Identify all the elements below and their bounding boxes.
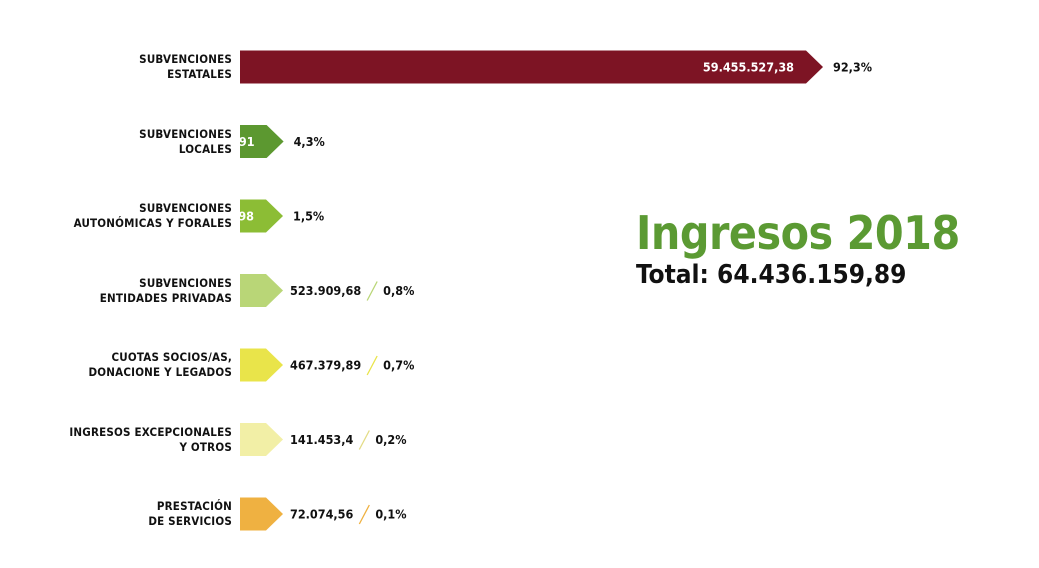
category-label-line: DONACIONE Y LEGADOS xyxy=(88,365,232,379)
category-label-7: PRESTACIÓN DE SERVICIOS xyxy=(12,499,232,529)
chart-total: Total: 64.436.159,89 xyxy=(636,260,907,290)
chart-heading: Ingresos 2018 Total: 64.436.159,89 xyxy=(636,208,960,290)
category-label-2: SUBVENCIONES LOCALES xyxy=(12,127,232,157)
category-label-line: ESTATALES xyxy=(167,67,232,81)
percent-label-2: 4,3% xyxy=(294,134,325,149)
category-label-line: AUTONÓMICAS Y FORALES xyxy=(73,216,232,230)
percent-label-6: 0,2% xyxy=(375,432,406,447)
percent-label-7: 0,1% xyxy=(375,507,406,522)
value-label-3: 981.725,98 xyxy=(183,209,254,224)
separator-7 xyxy=(358,504,370,525)
category-label-line: INGRESOS EXCEPCIONALES xyxy=(69,424,232,439)
category-label-line: Y OTROS xyxy=(179,439,232,454)
separator-5 xyxy=(366,355,378,376)
separator-4 xyxy=(366,281,378,301)
bar-7 xyxy=(240,497,283,531)
category-label-line: SUBVENCIONES xyxy=(139,201,232,215)
bar-6 xyxy=(240,423,283,456)
category-label-4: SUBVENCIONES ENTIDADES PRIVADAS xyxy=(12,276,232,306)
percent-label-5: 0,7% xyxy=(383,358,414,373)
category-label-5: CUOTAS SOCIOS/AS, DONACIONE Y LEGADOS xyxy=(12,350,232,380)
bar-1 xyxy=(240,50,823,84)
percent-label-3: 1,5% xyxy=(293,209,324,224)
category-label-1: SUBVENCIONES ESTATALES xyxy=(12,52,232,82)
separator-6 xyxy=(358,430,370,450)
category-label-line: SUBVENCIONES xyxy=(139,126,232,141)
category-label-line: LOCALES xyxy=(178,141,232,156)
category-label-line: ENTIDADES PRIVADAS xyxy=(99,290,232,305)
value-label-1: 59.455.527,38 xyxy=(703,60,794,75)
value-label-2: 2.794.088,91 xyxy=(171,134,254,149)
value-label-5: 467.379,89 xyxy=(290,358,361,373)
value-label-7: 72.074,56 xyxy=(290,507,353,522)
bar-4 xyxy=(240,274,283,307)
value-label-4: 523.909,68 xyxy=(290,283,361,298)
chart-title: Ingresos 2018 xyxy=(636,206,960,260)
percent-label-1: 92,3% xyxy=(833,60,872,75)
category-label-3: SUBVENCIONES AUTONÓMICAS Y FORALES xyxy=(12,201,232,231)
category-label-line: DE SERVICIOS xyxy=(148,514,232,528)
bar-3 xyxy=(240,199,283,233)
category-label-line: SUBVENCIONES xyxy=(139,275,232,290)
percent-label-4: 0,8% xyxy=(383,283,414,298)
category-label-line: SUBVENCIONES xyxy=(139,52,232,66)
category-label-line: PRESTACIÓN xyxy=(156,499,232,513)
category-label-6: INGRESOS EXCEPCIONALES Y OTROS xyxy=(12,425,232,455)
bar-5 xyxy=(240,348,283,382)
category-label-line: CUOTAS SOCIOS/AS, xyxy=(111,350,232,364)
bar-2 xyxy=(240,125,284,158)
value-label-6: 141.453,4 xyxy=(290,432,353,447)
